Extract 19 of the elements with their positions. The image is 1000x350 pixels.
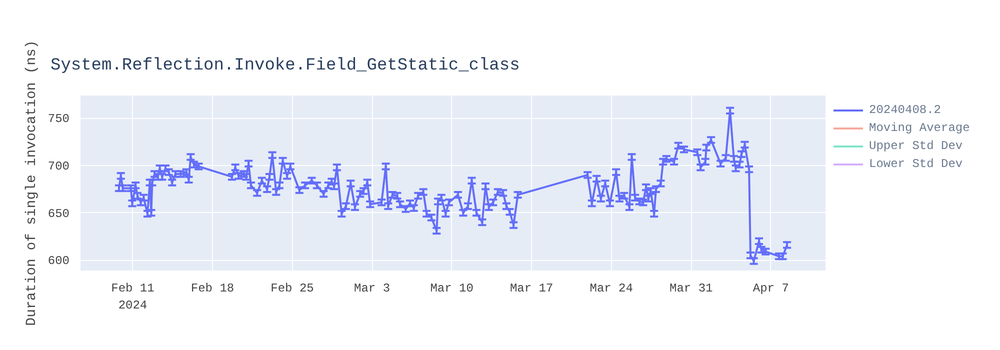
x-tick-label: Mar 31 xyxy=(670,282,713,296)
x-tick-label: Feb 11 2024 xyxy=(111,282,154,312)
x-tick-label: Mar 24 xyxy=(590,282,633,296)
x-tick-label: Feb 25 xyxy=(270,282,314,296)
y-axis-title: Duration of single invocation (ns) xyxy=(24,40,40,326)
legend-label: 20240408.2 xyxy=(869,103,942,117)
y-tick-label: 700 xyxy=(48,160,70,174)
y-tick-label: 650 xyxy=(48,206,70,221)
x-tick-label: Feb 18 xyxy=(190,282,234,296)
y-tick-label: 750 xyxy=(48,112,70,126)
y-tick-label: 600 xyxy=(48,254,70,268)
legend-label: Moving Average xyxy=(869,121,970,135)
x-tick-label: Apr 7 xyxy=(752,282,789,296)
legend-label: Lower Std Dev xyxy=(869,157,963,171)
x-tick-label: Mar 17 xyxy=(510,282,554,296)
legend-label: Upper Std Dev xyxy=(869,139,963,153)
x-tick-label: Mar 3 xyxy=(354,282,390,296)
x-tick-label: Mar 10 xyxy=(430,282,474,296)
chart-title: System.Reflection.Invoke.Field_GetStatic_class xyxy=(50,56,520,76)
